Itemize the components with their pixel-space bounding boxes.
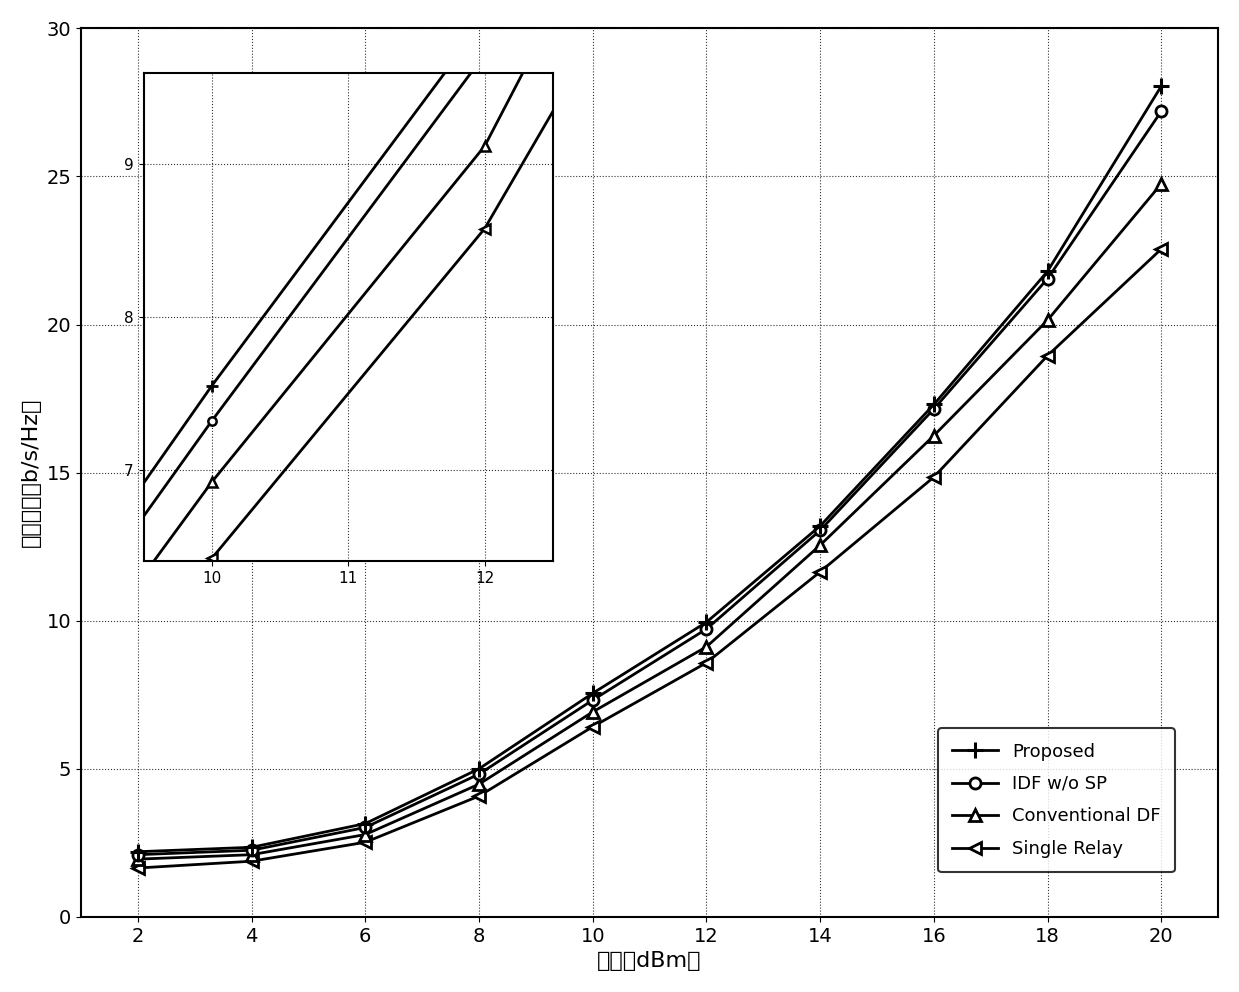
Conventional DF <box>813 540 828 552</box>
Single Relay <box>130 862 145 874</box>
IDF w/o SP <box>813 525 828 537</box>
Proposed <box>130 846 145 858</box>
Proposed <box>585 687 600 699</box>
Single Relay <box>358 836 373 848</box>
Single Relay <box>585 721 600 733</box>
IDF w/o SP <box>585 694 600 706</box>
Proposed <box>1154 80 1168 92</box>
Conventional DF <box>472 779 487 791</box>
Line: Proposed: Proposed <box>130 78 1168 859</box>
IDF w/o SP <box>244 844 259 856</box>
Proposed <box>358 817 373 829</box>
Single Relay <box>1154 243 1168 255</box>
Legend: Proposed, IDF w/o SP, Conventional DF, Single Relay: Proposed, IDF w/o SP, Conventional DF, S… <box>938 728 1175 872</box>
Single Relay <box>1041 349 1056 361</box>
IDF w/o SP <box>358 821 373 833</box>
IDF w/o SP <box>472 768 487 780</box>
Proposed <box>699 616 714 628</box>
IDF w/o SP <box>927 403 942 415</box>
IDF w/o SP <box>699 623 714 635</box>
IDF w/o SP <box>130 849 145 861</box>
Single Relay <box>927 471 942 483</box>
Y-axis label: 系统容量（b/s/Hz）: 系统容量（b/s/Hz） <box>21 398 41 548</box>
Single Relay <box>472 790 487 802</box>
Conventional DF <box>130 853 145 865</box>
Conventional DF <box>585 706 600 718</box>
Single Relay <box>244 855 259 867</box>
Line: Single Relay: Single Relay <box>131 243 1167 874</box>
Conventional DF <box>927 430 942 441</box>
Conventional DF <box>1154 178 1168 189</box>
Proposed <box>472 763 487 775</box>
Proposed <box>1041 265 1056 277</box>
Conventional DF <box>244 849 259 861</box>
Single Relay <box>699 657 714 669</box>
Proposed <box>813 520 828 532</box>
Proposed <box>244 841 259 853</box>
Proposed <box>927 399 942 411</box>
Conventional DF <box>358 828 373 840</box>
IDF w/o SP <box>1154 105 1168 117</box>
Single Relay <box>813 565 828 577</box>
X-axis label: 功率（dBm）: 功率（dBm） <box>597 951 701 971</box>
Conventional DF <box>1041 314 1056 326</box>
Line: IDF w/o SP: IDF w/o SP <box>133 106 1167 860</box>
Conventional DF <box>699 641 714 653</box>
Line: Conventional DF: Conventional DF <box>131 178 1167 865</box>
IDF w/o SP <box>1041 273 1056 285</box>
